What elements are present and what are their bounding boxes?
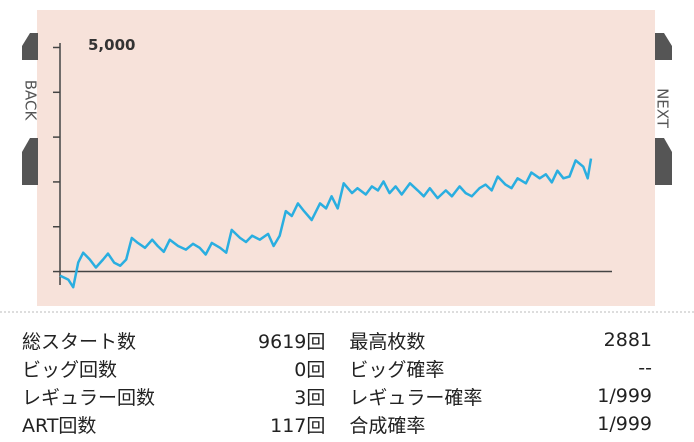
stat-label: ART回数 (22, 414, 97, 437)
stats-row: ビッグ回数 0回 ビッグ確率 -- (22, 354, 662, 382)
stats-row: レギュラー回数 3回 レギュラー確率 1/999 (22, 382, 662, 410)
stat-label: 合成確率 (349, 414, 426, 437)
stat-value: 1/999 (597, 413, 652, 435)
back-arrow (22, 33, 38, 60)
next-label: NEXT (654, 88, 672, 129)
back-arrow (22, 138, 38, 185)
chart: BACK NEXT 5,000 (0, 10, 694, 313)
stats-row: 総スタート数 9619回 最高枚数 2881 (22, 326, 662, 354)
next-arrow (655, 138, 672, 185)
stat-value: 3回 (294, 386, 326, 409)
stat-value: 0回 (294, 358, 326, 381)
back-label: BACK (22, 80, 40, 122)
chart-background (37, 10, 655, 306)
stat-label: 最高枚数 (349, 330, 426, 353)
stat-label: ビッグ確率 (349, 358, 445, 381)
next-arrow (655, 33, 672, 60)
stat-label: 総スタート数 (22, 330, 137, 353)
stat-label: レギュラー回数 (22, 386, 156, 409)
stats-table: 総スタート数 9619回 最高枚数 2881 ビッグ回数 0回 ビッグ確率 -- レギュラー回数… (22, 326, 662, 438)
back-button[interactable]: BACK (22, 33, 40, 185)
data-line (59, 158, 593, 289)
next-button[interactable]: NEXT (654, 33, 673, 185)
stat-label: レギュラー確率 (349, 386, 483, 409)
stats-row: ART回数 117回 合成確率 1/999 (22, 410, 662, 438)
stat-label: ビッグ回数 (22, 358, 118, 381)
y-tick-label: 5,000 (88, 36, 135, 54)
stat-value: 1/999 (597, 385, 652, 407)
stat-value: -- (638, 357, 652, 379)
stat-value: 9619回 (258, 330, 326, 353)
stat-value: 2881 (603, 329, 652, 351)
stat-value: 117回 (270, 414, 326, 437)
